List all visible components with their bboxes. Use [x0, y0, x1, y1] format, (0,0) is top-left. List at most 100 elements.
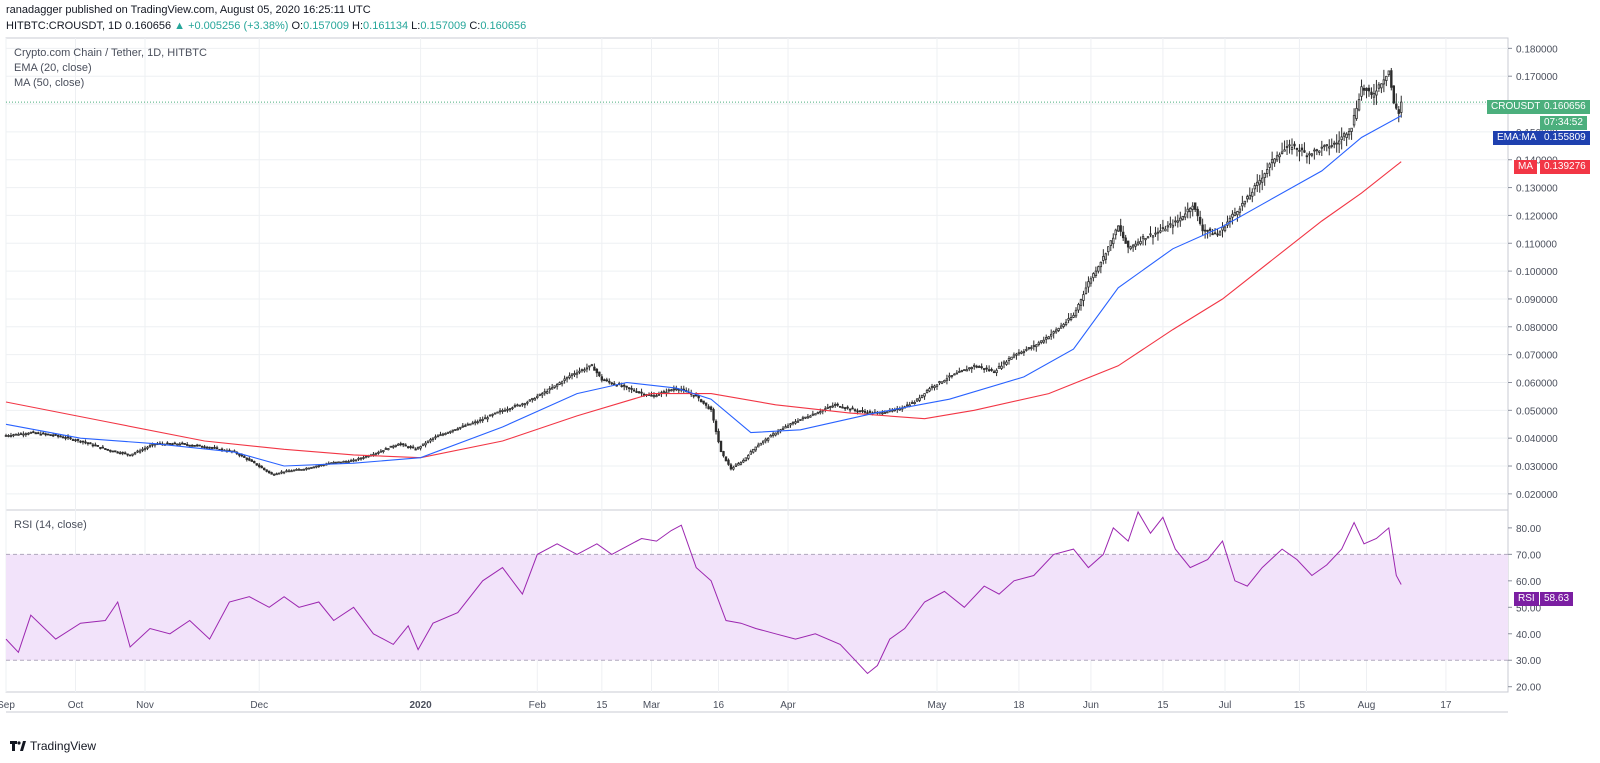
candle-body — [109, 449, 112, 452]
candle-body — [310, 467, 313, 469]
candle-body — [1092, 273, 1095, 279]
candle-body — [1149, 233, 1152, 236]
candle-body — [1392, 85, 1395, 104]
candle-body — [101, 446, 105, 449]
candle-body — [456, 428, 460, 431]
candle-body — [1007, 358, 1011, 361]
candle-body — [1169, 223, 1172, 226]
candle-body — [886, 411, 889, 414]
candle-body — [1298, 150, 1301, 152]
candle-body — [531, 397, 534, 400]
candle-body — [384, 448, 388, 450]
candle-body — [89, 442, 92, 445]
candle-body — [1186, 208, 1189, 213]
candle-body — [769, 435, 772, 438]
candle-body — [627, 387, 631, 390]
candle-body — [94, 444, 97, 447]
candle-body — [1171, 224, 1175, 228]
candle-body — [1131, 244, 1135, 248]
candle-body — [203, 446, 206, 449]
candle-body — [1094, 270, 1098, 277]
candle-body — [811, 413, 815, 416]
candle-body — [501, 409, 504, 412]
symbol-tag-label: CROUSDT — [1491, 101, 1541, 112]
candle-body — [449, 430, 452, 433]
candle-body — [1213, 232, 1217, 235]
candle-body — [789, 423, 792, 426]
candle-body — [794, 421, 797, 424]
candle-body — [1087, 281, 1090, 288]
candle-body — [881, 412, 884, 415]
candle-body — [469, 423, 472, 426]
candle-body — [642, 393, 646, 396]
candle-body — [933, 385, 936, 389]
candle-body — [421, 443, 425, 446]
candle-body — [61, 436, 65, 439]
candle-body — [608, 380, 611, 383]
candle-body — [1218, 231, 1222, 236]
candle-body — [595, 368, 599, 374]
candle-body — [717, 430, 720, 443]
candle-body — [1330, 145, 1333, 147]
candle-body — [71, 439, 75, 441]
candle-body — [406, 446, 410, 449]
candle-body — [282, 471, 286, 474]
candle-body — [662, 391, 666, 393]
candle-body — [1390, 70, 1393, 88]
candle-body — [1176, 220, 1180, 223]
candle-body — [622, 384, 626, 387]
candle-body — [411, 446, 415, 449]
candle-body — [1263, 173, 1266, 179]
candle-body — [945, 378, 949, 381]
candle-body — [1005, 361, 1008, 365]
ma-legend[interactable]: MA (50, close) — [14, 77, 85, 89]
ema-legend[interactable]: EMA (20, close) — [14, 62, 92, 74]
candle-body — [17, 433, 20, 436]
ema-tag: EMA:MA — [1493, 131, 1541, 145]
candle-body — [670, 389, 673, 392]
candle-body — [702, 400, 705, 404]
chart-title: Crypto.com Chain / Tether, 1D, HITBTC — [14, 47, 207, 59]
candle-body — [943, 380, 946, 383]
candle-body — [1114, 229, 1117, 236]
candle-body — [982, 368, 986, 370]
candle-body — [1097, 266, 1100, 272]
candle-body — [1129, 246, 1132, 250]
candle-body — [1238, 208, 1242, 213]
candle-body — [1198, 216, 1202, 224]
candle-body — [119, 452, 122, 455]
candle-body — [1253, 185, 1256, 190]
candle-body — [657, 393, 661, 396]
candle-body — [637, 391, 641, 394]
rsi-tick-label: 50.00 — [1516, 603, 1541, 614]
candle-body — [1203, 229, 1207, 232]
candle-body — [1372, 92, 1376, 98]
candle-body — [317, 465, 321, 467]
candle-body — [339, 461, 343, 464]
candle-body — [1121, 231, 1125, 239]
candle-body — [600, 376, 604, 381]
time-tick-label: Sep — [0, 700, 15, 711]
candle-body — [533, 398, 537, 401]
tradingview-brand[interactable]: TradingView — [10, 739, 96, 753]
candle-body — [34, 432, 37, 435]
candle-body — [1069, 317, 1073, 320]
candle-body — [550, 387, 554, 390]
candle-body — [506, 408, 509, 411]
candle-body — [675, 388, 678, 391]
candle-body — [441, 433, 445, 436]
candle-body — [1243, 200, 1247, 205]
candle-body — [96, 445, 100, 447]
candle-body — [598, 371, 601, 377]
candle-body — [126, 453, 129, 456]
candle-body — [409, 446, 412, 448]
candle-body — [541, 393, 544, 396]
candle-body — [1385, 75, 1388, 81]
candle-body — [1139, 240, 1142, 245]
last-price: 0.160656 — [125, 20, 172, 32]
candle-body — [759, 442, 762, 446]
ma-value: 0.139276 — [1540, 160, 1590, 174]
candle-body — [603, 379, 606, 382]
rsi-legend[interactable]: RSI (14, close) — [14, 519, 87, 531]
